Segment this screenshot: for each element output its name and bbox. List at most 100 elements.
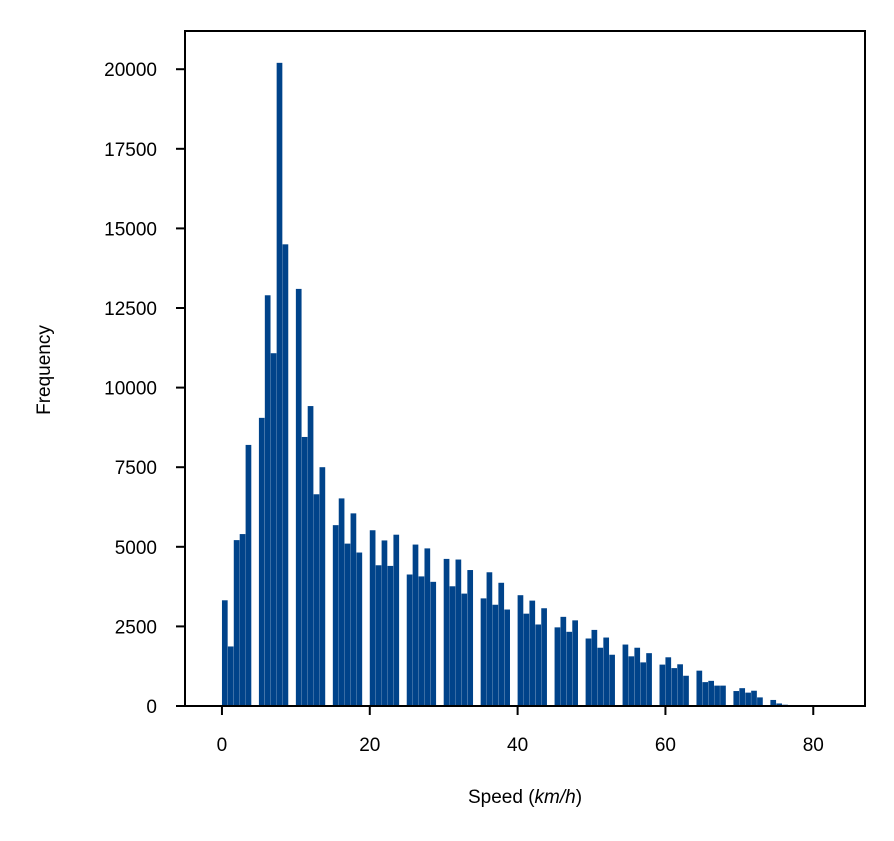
y-tick-label-7: 17500 xyxy=(104,140,157,161)
histogram-bar-20 xyxy=(369,530,376,706)
x-axis-label-suffix: ) xyxy=(576,787,582,808)
histogram-bar-31 xyxy=(449,586,456,706)
histogram-bar-65 xyxy=(702,682,709,706)
histogram-bar-62 xyxy=(677,664,683,706)
y-tick-label-8: 20000 xyxy=(104,60,157,81)
histogram-bar-41 xyxy=(523,613,530,706)
histogram-bar-3 xyxy=(239,534,246,706)
y-axis-ticks: 0 2500 5000 7500 10000 12500 15000 17500 20000 xyxy=(104,60,185,718)
histogram-bar-74 xyxy=(770,699,777,706)
histogram-bar-11 xyxy=(301,436,308,706)
y-tick-label-6: 15000 xyxy=(104,219,157,240)
histogram-bar-30 xyxy=(443,558,450,706)
y-axis-label: Frequency xyxy=(34,325,55,415)
histogram-bar-59 xyxy=(659,664,666,706)
histogram-bar-55 xyxy=(628,656,635,706)
histogram-bar-36 xyxy=(486,572,493,706)
histogram-bar-47 xyxy=(566,631,573,706)
y-tick-label-5: 12500 xyxy=(104,299,157,320)
histogram-bar-40 xyxy=(517,595,524,706)
x-axis-label: Speed (km/h) xyxy=(468,787,582,808)
histogram-bar-38 xyxy=(498,582,505,706)
y-tick-label-3: 7500 xyxy=(115,458,157,479)
histogram-bars xyxy=(221,62,837,706)
histogram-bar-66 xyxy=(708,680,714,706)
histogram-bar-13 xyxy=(313,494,320,706)
histogram-bar-44 xyxy=(541,608,547,706)
histogram-bar-27 xyxy=(418,576,425,706)
histogram-bar-63 xyxy=(683,675,689,706)
histogram-bar-49 xyxy=(585,638,592,706)
histogram-bar-35 xyxy=(480,598,487,706)
histogram-bar-71 xyxy=(745,692,751,706)
x-tick-label-1: 20 xyxy=(359,735,380,756)
histogram-bar-5 xyxy=(258,417,265,706)
histogram-bar-61 xyxy=(671,668,678,706)
histogram-bar-22 xyxy=(381,540,388,706)
histogram-bar-28 xyxy=(424,548,431,706)
histogram-bar-8 xyxy=(276,62,283,706)
histogram-bar-10 xyxy=(295,288,302,706)
histogram-bar-15 xyxy=(332,525,339,706)
histogram-bar-7 xyxy=(270,353,277,706)
x-tick-label-0: 0 xyxy=(217,735,228,756)
histogram-bar-24 xyxy=(393,534,400,706)
histogram-bar-12 xyxy=(307,406,314,706)
histogram-bar-60 xyxy=(665,657,672,706)
histogram-bar-17 xyxy=(344,543,351,706)
histogram-bar-50 xyxy=(591,629,598,706)
histogram-bar-32 xyxy=(455,559,462,706)
histogram-bar-1 xyxy=(227,646,234,706)
y-tick-label-2: 5000 xyxy=(115,538,157,559)
histogram-bar-23 xyxy=(387,565,394,706)
histogram-bar-43 xyxy=(535,624,542,706)
histogram-bar-6 xyxy=(264,295,271,706)
histogram-bar-42 xyxy=(529,600,536,706)
histogram-bar-48 xyxy=(572,620,578,706)
histogram-bar-9 xyxy=(282,244,289,706)
histogram-bar-33 xyxy=(461,593,468,706)
histogram-bar-70 xyxy=(739,688,746,706)
histogram-bar-46 xyxy=(560,616,567,706)
x-axis-label-prefix: Speed ( xyxy=(468,787,535,808)
histogram-bar-29 xyxy=(430,581,437,706)
histogram-bar-53 xyxy=(609,654,615,706)
histogram-bar-26 xyxy=(412,544,419,706)
histogram-bar-52 xyxy=(603,637,610,706)
histogram-bar-57 xyxy=(640,662,646,706)
histogram-bar-37 xyxy=(492,604,499,706)
y-tick-label-1: 2500 xyxy=(115,617,157,638)
histogram-bar-56 xyxy=(634,647,641,706)
histogram-bar-19 xyxy=(356,552,363,706)
histogram-bar-18 xyxy=(350,513,357,706)
histogram-bar-68 xyxy=(720,685,726,706)
histogram-bar-72 xyxy=(751,690,757,706)
x-tick-label-4: 80 xyxy=(803,735,824,756)
histogram-bar-73 xyxy=(757,697,763,706)
x-axis-ticks: 0 20 40 60 80 xyxy=(217,706,824,756)
histogram-bar-51 xyxy=(597,647,604,706)
histogram-bar-21 xyxy=(375,565,382,706)
histogram-bar-45 xyxy=(554,627,561,706)
plot-frame xyxy=(184,30,866,707)
histogram-bar-69 xyxy=(733,691,740,706)
x-axis-label-unit: km/h xyxy=(535,787,576,808)
histogram-bar-67 xyxy=(714,685,720,706)
histogram-bar-0 xyxy=(221,600,228,706)
histogram-bar-54 xyxy=(622,644,629,706)
histogram-bar-58 xyxy=(646,653,652,706)
histogram-bar-75 xyxy=(776,703,782,706)
histogram-bar-2 xyxy=(233,540,240,706)
histogram-bar-16 xyxy=(338,498,345,706)
histogram-bar-64 xyxy=(696,670,703,706)
y-tick-label-0: 0 xyxy=(146,697,157,718)
histogram-bar-25 xyxy=(406,574,413,706)
histogram-bar-34 xyxy=(467,570,474,706)
histogram-bar-4 xyxy=(245,444,252,706)
histogram-bar-14 xyxy=(319,467,326,706)
x-tick-label-3: 60 xyxy=(655,735,676,756)
histogram-bar-39 xyxy=(504,609,510,706)
y-tick-label-4: 10000 xyxy=(104,379,157,400)
x-tick-label-2: 40 xyxy=(507,735,528,756)
